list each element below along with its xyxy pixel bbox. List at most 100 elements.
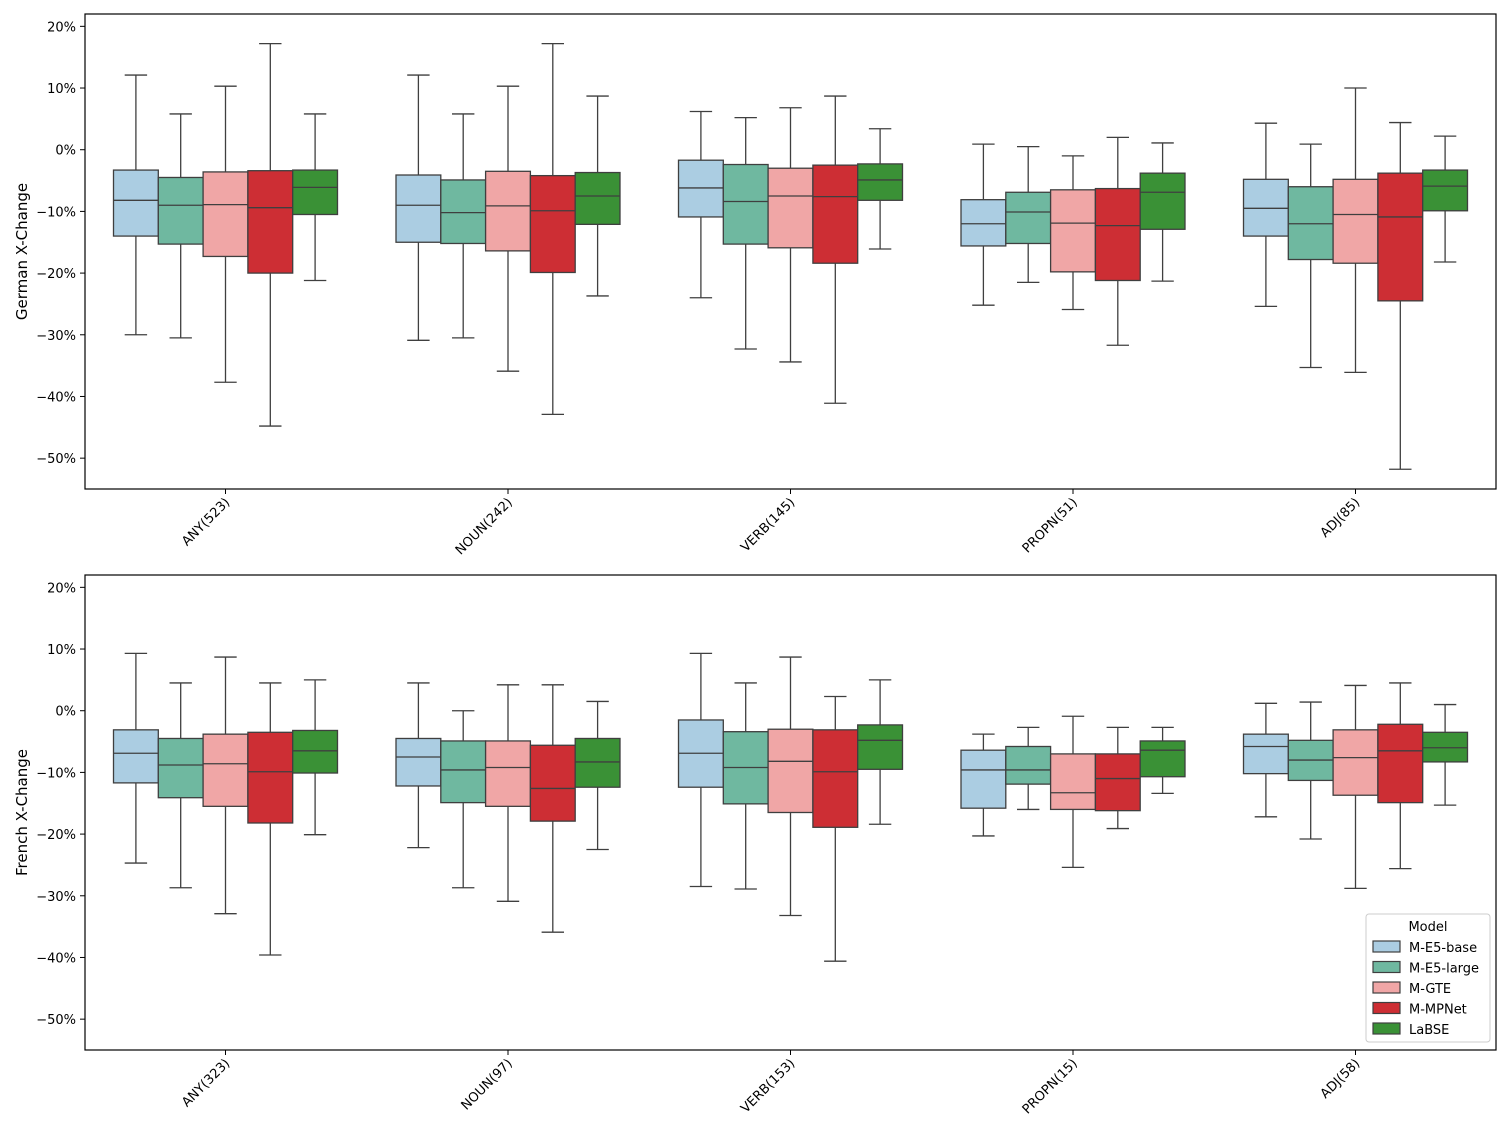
- box-m-gte: [484, 684, 532, 902]
- chart-panel-2: 20% 10% 0% −10% −20% −30% −40% −50% French X-Cha…: [13, 574, 1497, 1117]
- box-m-e5-large: [440, 710, 487, 889]
- box-labse: [1139, 142, 1186, 282]
- box-iqr: [1049, 189, 1097, 273]
- box-m-gte: [484, 85, 532, 372]
- box-iqr: [1422, 169, 1469, 212]
- box-iqr: [960, 749, 1007, 809]
- box-labse: [1139, 726, 1186, 795]
- box-iqr: [1049, 753, 1097, 811]
- box-m-gte: [1049, 155, 1097, 311]
- y-tick-label: −50%: [36, 452, 76, 467]
- box-iqr: [1242, 733, 1289, 775]
- legend-item: LaBSE: [1372, 1022, 1449, 1038]
- box-labse: [857, 679, 904, 825]
- legend-swatch: [1372, 981, 1401, 994]
- y-tick-label: 0%: [55, 705, 76, 720]
- box-iqr: [767, 167, 814, 249]
- box-iqr: [1377, 172, 1424, 302]
- y-tick-label: 10%: [47, 82, 76, 97]
- y-tick-label: 20%: [47, 581, 76, 596]
- y-tick-label: −10%: [36, 766, 76, 781]
- box-labse: [1422, 703, 1469, 806]
- legend-label: M-MPNet: [1409, 1003, 1467, 1018]
- box-m-gte: [767, 107, 814, 363]
- box-m-e5-base: [395, 682, 442, 849]
- box-m-gte: [202, 656, 249, 915]
- x-tick-label: VERB(145): [738, 495, 798, 555]
- x-tick-label: PROPN(15): [1020, 1056, 1081, 1117]
- box-labse: [574, 700, 621, 851]
- box-labse: [292, 679, 339, 836]
- legend-item: M-E5-large: [1372, 960, 1479, 977]
- box-iqr: [722, 163, 769, 245]
- box-m-e5-base: [960, 733, 1007, 837]
- box-labse: [574, 95, 621, 297]
- box-labse: [857, 128, 904, 250]
- legend-label: M-GTE: [1409, 982, 1451, 997]
- box-m-e5-large: [722, 116, 769, 350]
- box-iqr: [112, 169, 159, 237]
- box-iqr: [529, 174, 576, 274]
- box-iqr: [484, 740, 532, 807]
- y-tick-label: −40%: [36, 951, 76, 966]
- box-iqr: [440, 179, 487, 245]
- legend: Model M-E5-base M-E5-large M-GTE M-MPNet LaBS…: [1365, 913, 1491, 1043]
- y-axis-label: German X-Change: [13, 183, 31, 320]
- y-tick-label: −30%: [36, 890, 76, 905]
- box-m-e5-large: [722, 682, 769, 890]
- y-tick-label: −20%: [36, 267, 76, 282]
- y-tick-label: 20%: [47, 20, 76, 35]
- box-m-gte: [1049, 715, 1097, 869]
- y-tick-label: −40%: [36, 390, 76, 405]
- y-tick-label: −20%: [36, 828, 76, 843]
- box-iqr: [812, 729, 859, 828]
- legend-label: M-E5-large: [1409, 962, 1479, 977]
- x-tick-label: ANY(323): [179, 1056, 233, 1110]
- x-tick-label: ADJ(58): [1318, 1056, 1364, 1102]
- box-m-gte: [1332, 684, 1379, 890]
- box-iqr: [1005, 191, 1052, 245]
- legend-item: M-GTE: [1372, 981, 1451, 997]
- box-iqr: [767, 728, 814, 814]
- x-tick-label: NOUN(97): [459, 1056, 516, 1113]
- box-m-e5-base: [112, 652, 159, 864]
- box-iqr: [812, 164, 859, 264]
- legend-title: Model: [1408, 920, 1447, 935]
- legend-label: LaBSE: [1409, 1023, 1449, 1038]
- box-iqr: [395, 737, 442, 787]
- box-iqr: [247, 170, 294, 274]
- box-iqr: [529, 744, 576, 822]
- legend-item: M-E5-base: [1372, 940, 1477, 956]
- box-iqr: [1139, 740, 1186, 778]
- box-iqr: [1094, 187, 1141, 282]
- x-tick-label: ADJ(85): [1318, 495, 1364, 541]
- x-tick-label: VERB(153): [738, 1056, 798, 1116]
- box-m-mpnet: [247, 682, 294, 956]
- legend-label: M-E5-base: [1409, 941, 1477, 956]
- box-m-e5-large: [440, 113, 487, 339]
- x-tick-label: NOUN(242): [453, 495, 516, 558]
- box-iqr: [247, 731, 294, 824]
- box-m-gte: [202, 85, 249, 383]
- box-iqr: [1332, 729, 1379, 796]
- box-m-e5-base: [677, 110, 724, 299]
- legend-item: M-MPNet: [1372, 1001, 1467, 1018]
- y-tick-label: 0%: [55, 144, 76, 159]
- y-tick-label: −30%: [36, 329, 76, 344]
- box-iqr: [157, 737, 204, 799]
- box-iqr: [395, 174, 442, 243]
- box-m-mpnet: [247, 42, 294, 427]
- box-iqr: [292, 729, 339, 774]
- y-axis-label: French X-Change: [13, 749, 31, 876]
- legend-swatch: [1372, 940, 1401, 953]
- box-iqr: [1377, 723, 1424, 804]
- legend-swatch: [1372, 960, 1401, 974]
- box-labse: [1422, 135, 1469, 263]
- box-m-mpnet: [1377, 121, 1424, 470]
- box-m-mpnet: [529, 684, 576, 933]
- box-labse: [292, 113, 339, 282]
- x-tick-label: ANY(523): [179, 495, 233, 549]
- box-iqr: [857, 163, 904, 201]
- y-tick-label: −10%: [36, 205, 76, 220]
